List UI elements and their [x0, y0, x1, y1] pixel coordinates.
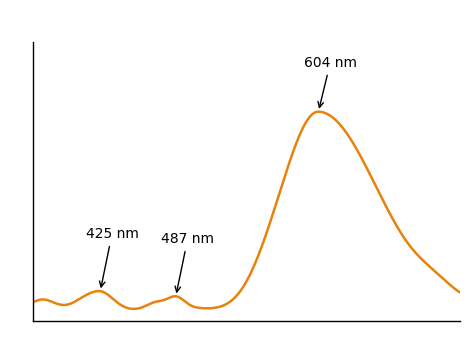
- Text: 604 nm: 604 nm: [304, 56, 357, 107]
- Text: 425 nm: 425 nm: [86, 227, 138, 287]
- Text: 487 nm: 487 nm: [161, 232, 214, 292]
